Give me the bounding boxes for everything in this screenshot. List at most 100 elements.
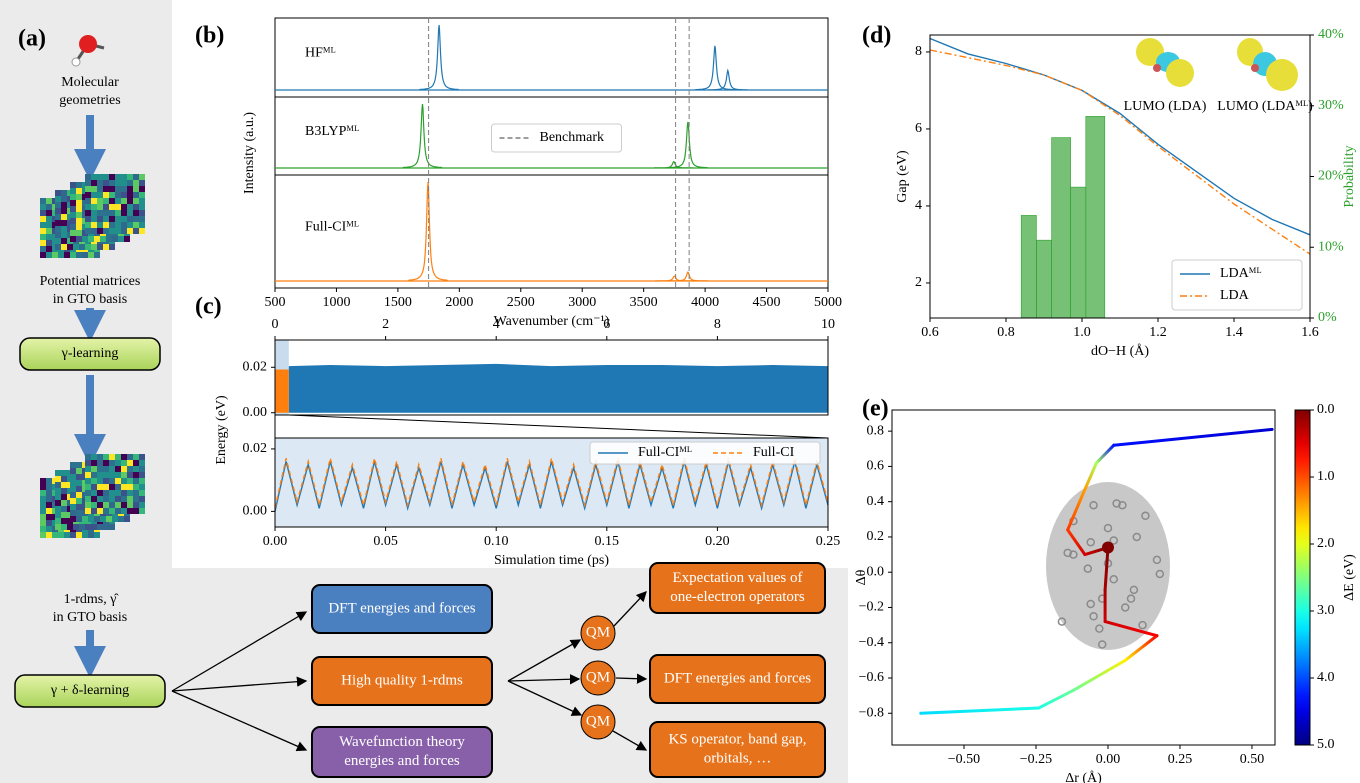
matrix-cell [97,466,103,472]
flow-arrows [171,591,648,752]
matrix-cell [97,524,103,530]
matrix-cell [112,236,118,242]
matrix-cell [103,502,109,508]
matrix-cell [76,480,82,486]
matrix-cell [55,232,61,238]
matrix-cell [133,174,139,180]
matrix-cell [70,218,76,224]
matrix-cell [88,252,94,258]
matrix-cell [97,490,103,496]
matrix-cell [55,470,61,476]
matrix-cell [70,206,76,212]
matrix-cell [91,484,97,490]
matrix-cell [46,496,52,502]
matrix-cell [97,502,103,508]
x-tick-label: 10 [821,317,835,332]
matrix-cell [109,466,115,472]
matrix-cell [55,506,61,512]
matrix-cell [127,478,133,484]
y-tick-label: −0.2 [859,600,884,615]
x-tick-label: 0.8 [997,325,1015,340]
y-tick-label: 2 [915,275,922,290]
matrix-cell [61,244,67,250]
matrix-cell [133,192,139,198]
x-tick-label: 2500 [507,295,535,310]
legend-label: Benchmark [540,130,605,145]
matrix-cell [46,210,52,216]
matrix-cell [55,518,61,524]
diagram-background [0,0,848,783]
matrix-cell [121,490,127,496]
matrix-cell [139,460,145,466]
step-label: geometries [59,93,120,108]
matrix-cell [85,180,91,186]
matrix-cell [97,204,103,210]
x-tick-label: 1.0 [1073,325,1091,340]
scatter-point [1121,603,1130,612]
learner-box [19,337,161,371]
annotation: LUMO (LDA) [1124,99,1207,114]
y-tick-label: 20% [1318,169,1344,184]
x-tick-label: 0.00 [263,534,288,549]
matrix-cell [46,520,52,526]
colorbar-tick-label: 2.0 [1317,536,1335,551]
matrix-cell [46,234,52,240]
molecule-icon [71,35,105,67]
step-label: Molecular [61,75,119,90]
legend-label: Full-CI [753,445,795,460]
matrix-cell [85,174,91,180]
qm-label: QM [586,713,610,729]
spectrum-peak [419,24,459,91]
matrix-cell [91,180,97,186]
matrix-cell [109,490,115,496]
matrix-cell [103,222,109,228]
matrix-cell [91,244,97,250]
matrix-cell [91,228,97,234]
matrix-cell [40,210,46,216]
matrix-cell [70,498,76,504]
y-tick-label: 0.8 [867,423,885,438]
matrix-cell [70,212,76,218]
matrix-cell [139,478,145,484]
matrix-cell [127,466,133,472]
matrix-cell [106,516,112,522]
matrix-cell [40,228,46,234]
colorbar-tick-label: 4.0 [1317,670,1335,685]
matrix-cell [76,492,82,498]
matrix-cell [115,204,121,210]
matrix-cell [79,244,85,250]
matrix-cell [76,468,82,474]
step-label: in GTO basis [53,292,127,307]
outputs-box [311,726,493,778]
matrix-cell [103,198,109,204]
matrix-cell [121,508,127,514]
x-tick-label: 1000 [322,295,350,310]
legend-box [1171,259,1303,311]
matrix-cell [76,182,82,188]
matrix-cell [61,476,67,482]
matrix-cell [70,194,76,200]
matrix-cell [127,472,133,478]
matrix-cell [91,508,97,514]
scatter-point [1126,594,1136,603]
energy-area [288,363,828,413]
matrix-cell [115,228,121,234]
matrix-cell [58,252,64,258]
matrix-cell [121,466,127,472]
matrix-cell [40,216,46,222]
matrix-cell [52,252,58,258]
matrix-cell [85,454,91,460]
legend-label: LDAᴹᴸ [1220,266,1262,281]
x-tick-label: 4000 [691,295,719,310]
matrix-cell [103,174,109,180]
matrix-cell [91,496,97,502]
matrix-cell [85,524,91,530]
matrix-cell [127,174,133,180]
matrix-cell [70,236,76,242]
matrix-cell [121,204,127,210]
matrix-cell [61,470,67,476]
legend-label: Full-CIᴹᴸ [638,445,692,460]
matrix-cell [85,186,91,192]
spectrum-peak [708,68,748,91]
